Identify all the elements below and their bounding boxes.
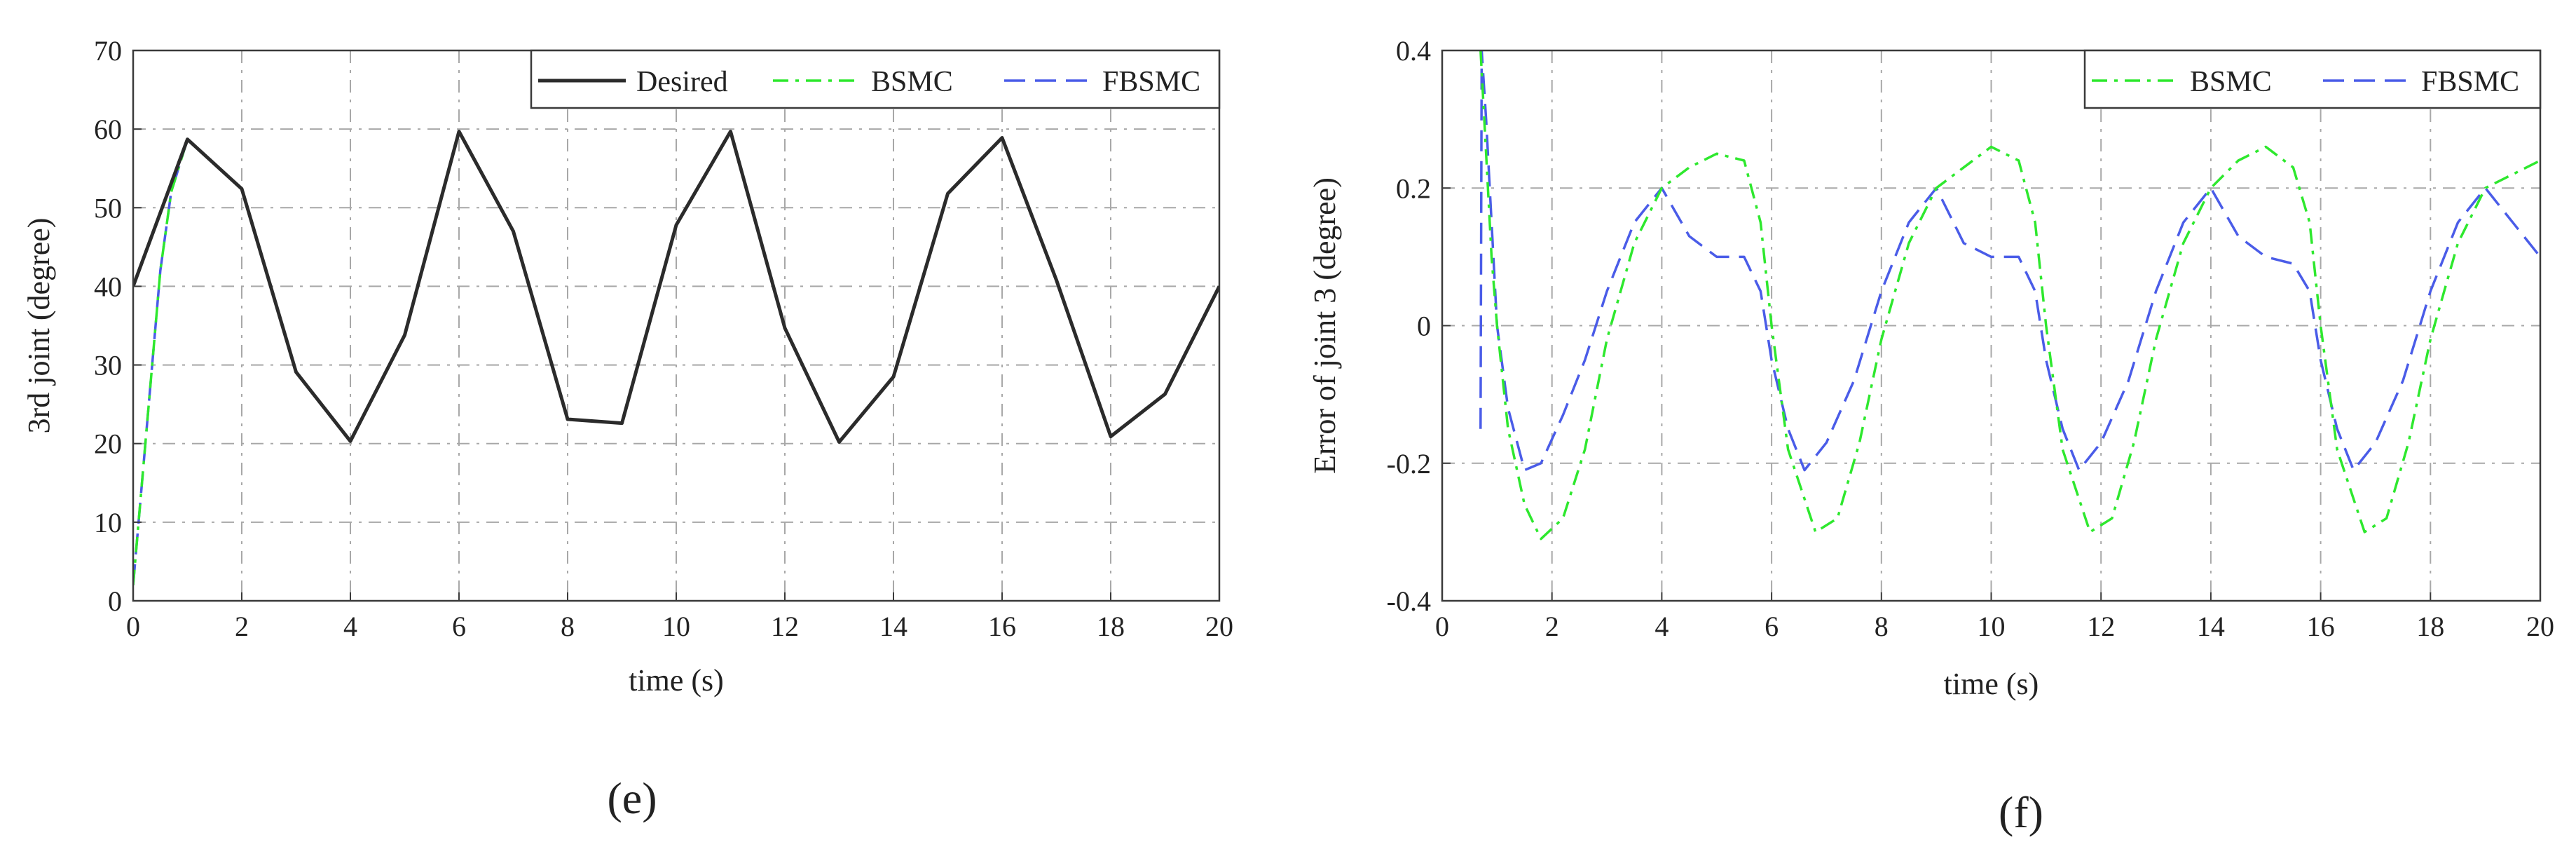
x-tick-label: 2: [1545, 611, 1559, 642]
x-tick-label: 2: [235, 611, 249, 642]
panel-label: (e): [607, 773, 657, 823]
x-tick-label: 14: [879, 611, 907, 642]
legend-label-desired: Desired: [636, 66, 728, 98]
panel-label: (f): [1999, 787, 2043, 837]
legend: Desired BSMC FBSMC: [530, 49, 1221, 109]
series-group: [1479, 50, 2540, 541]
x-tick-label: 10: [1978, 611, 2006, 642]
x-tick-label: 8: [1875, 611, 1889, 642]
x-tick-label: 6: [1765, 611, 1779, 642]
y-tick-label: 0: [1417, 311, 1431, 342]
x-axis-label: time (s): [1944, 667, 2039, 701]
x-tick-label: 14: [2197, 611, 2225, 642]
y-axis-label: 3rd joint (degree): [22, 218, 56, 434]
x-tick-label: 0: [126, 611, 140, 642]
y-tick-label: 40: [94, 271, 122, 302]
y-tick-label: 60: [94, 114, 122, 145]
y-axis-label: Error of joint 3 (degree): [1308, 177, 1342, 474]
legend-box: [530, 49, 1221, 109]
x-tick-label: 8: [561, 611, 575, 642]
y-tick-label: -0.4: [1387, 585, 1431, 617]
legend-label-fbsmc: FBSMC: [2421, 66, 2519, 98]
panel-f: 0 2 4 6 8 10 12 14 16 18 20 -0.4 -0.2 0 0.2 0.4 time (s)…: [1308, 35, 2554, 837]
x-axis-label: time (s): [629, 663, 724, 698]
x-tick-label: 16: [2307, 611, 2335, 642]
y-tick-label: 0: [108, 585, 122, 617]
y-tick-label: 50: [94, 192, 122, 224]
legend-label-bsmc: BSMC: [2190, 66, 2272, 98]
x-tick-label: 20: [1205, 611, 1233, 642]
x-tick-label: 20: [2526, 611, 2554, 642]
x-tick-label: 0: [1435, 611, 1449, 642]
legend-label-bsmc: BSMC: [871, 66, 953, 98]
panel-e: 0 2 4 6 8 10 12 14 16 18 20 0 10 20 30 40 50 60 70 time (s)…: [22, 35, 1233, 823]
legend-label-fbsmc: FBSMC: [1102, 66, 1200, 98]
y-tick-label: -0.2: [1387, 448, 1431, 480]
series-group: [133, 130, 1219, 585]
x-tick-label: 12: [2087, 611, 2115, 642]
x-tick-label: 10: [662, 611, 690, 642]
x-tick-label: 4: [1654, 611, 1669, 642]
series-line-bsmc: [1479, 50, 2540, 541]
x-tick-label: 6: [452, 611, 466, 642]
legend-box: [2083, 49, 2542, 109]
legend: BSMC FBSMC: [2083, 49, 2542, 109]
y-tick-label: 10: [94, 507, 122, 538]
x-tick-label: 16: [988, 611, 1016, 642]
x-tick-label: 18: [2416, 611, 2444, 642]
y-tick-label: 70: [94, 35, 122, 67]
y-tick-label: 20: [94, 428, 122, 460]
x-tick-label: 12: [771, 611, 799, 642]
y-tick-label: 0.4: [1396, 35, 1431, 67]
x-tick-label: 4: [343, 611, 357, 642]
x-tick-label: 18: [1097, 611, 1125, 642]
y-tick-label: 0.2: [1396, 172, 1431, 204]
series-line-fbsmc: [1479, 50, 2540, 472]
y-tick-label: 30: [94, 350, 122, 381]
series-line-desired: [133, 130, 1219, 444]
